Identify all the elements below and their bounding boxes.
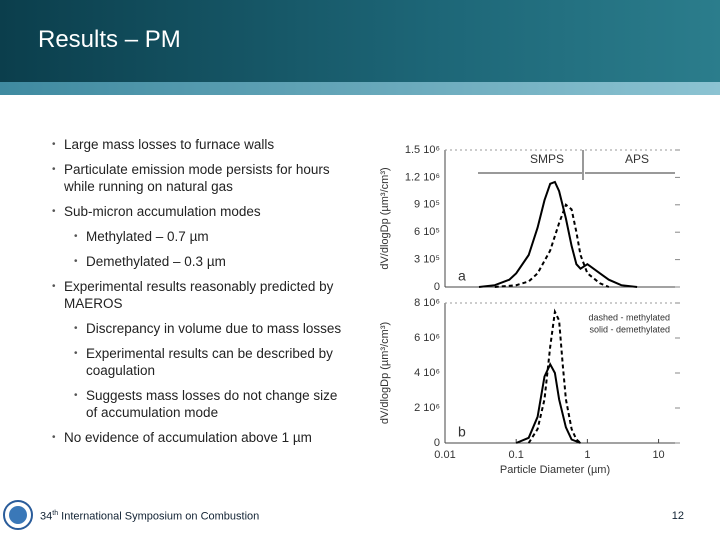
bullet: Large mass losses to furnace walls	[52, 136, 352, 153]
footer-event: International Symposium on Combustion	[61, 510, 260, 523]
annotation: a	[458, 268, 466, 284]
bullet: Particulate emission mode persists for h…	[52, 161, 352, 195]
y-axis-label: dV/dlogDp (µm³/cm³)	[379, 167, 391, 269]
y-tick-label: 0	[434, 281, 440, 293]
y-tick-label: 0	[434, 437, 440, 449]
footer-ordinal-suffix: th	[52, 510, 59, 517]
footer: 34th International Symposium on Combusti…	[40, 510, 259, 523]
bullet: No evidence of accumulation above 1 µm	[52, 429, 352, 446]
legend-entry: dashed - methylated	[588, 312, 670, 322]
y-tick-label: 2 10⁶	[414, 402, 440, 414]
bullet: Experimental results can be described by…	[74, 345, 352, 379]
y-tick-label: 6 10⁵	[414, 226, 440, 238]
y-tick-label: 4 10⁶	[414, 367, 440, 379]
annotation: APS	[625, 152, 649, 166]
page-number: 12	[671, 510, 684, 522]
bullet-list: Large mass losses to furnace walls Partic…	[52, 136, 352, 454]
slide-title: Results – PM	[38, 26, 181, 53]
series-line	[515, 362, 581, 444]
series-line	[494, 203, 610, 288]
bullet: Experimental results reasonably predicte…	[52, 278, 352, 312]
y-tick-label: 6 10⁶	[414, 332, 440, 344]
y-tick-label: 1.5 10⁶	[405, 144, 440, 156]
series-line	[527, 308, 582, 444]
y-tick-label: 8 10⁶	[414, 297, 440, 309]
x-tick-label: 10	[652, 449, 664, 461]
x-tick-label: 0.1	[509, 449, 524, 461]
x-tick-label: 0.01	[434, 449, 455, 461]
y-tick-label: 1.2 10⁶	[405, 171, 440, 183]
annotation: SMPS	[530, 152, 564, 166]
series-line	[478, 180, 638, 288]
legend-entry: solid - demethylated	[589, 324, 670, 334]
bullet: Sub-micron accumulation modes	[52, 203, 352, 220]
y-tick-label: 3 10⁵	[414, 254, 440, 266]
bullet: Methylated – 0.7 µm	[74, 228, 352, 245]
footer-ordinal: 34	[40, 510, 53, 523]
annotation: b	[458, 424, 466, 440]
x-tick-label: 1	[584, 449, 590, 461]
bullet: Demethylated – 0.3 µm	[74, 253, 352, 270]
bullet: Suggests mass losses do not change size …	[74, 387, 352, 421]
logo-center	[9, 506, 27, 524]
x-axis-label: Particle Diameter (µm)	[500, 464, 610, 476]
header-bar	[0, 0, 720, 82]
y-tick-label: 9 10⁵	[414, 199, 440, 211]
header-band	[0, 82, 720, 95]
y-axis-label: dV/dlogDp (µm³/cm³)	[379, 322, 391, 424]
bullet: Discrepancy in volume due to mass losses	[74, 320, 352, 337]
